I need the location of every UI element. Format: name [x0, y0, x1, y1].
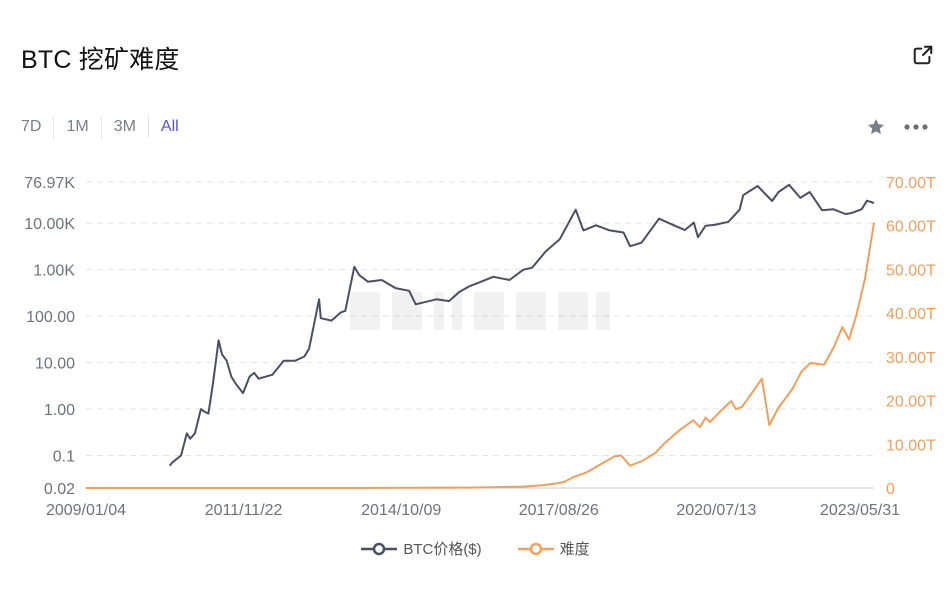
y-right-tick-label: 0: [886, 481, 895, 498]
more-icon[interactable]: [903, 118, 929, 136]
left-axis: 76.97K 10.00K 1.00K 100.00 10.00 1.00 0.1 0.02: [24, 175, 75, 498]
x-tick-label: 2011/11/22: [205, 502, 283, 519]
y-right-tick-label: 70.00T: [886, 175, 936, 192]
y-left-tick-label: 0.02: [44, 481, 75, 498]
y-right-tick-label: 50.00T: [886, 262, 936, 279]
y-left-tick-label: 10.00K: [24, 216, 75, 233]
legend-label-btc-price: BTC价格($): [403, 541, 482, 558]
y-right-tick-label: 20.00T: [886, 394, 936, 411]
y-right-tick-label: 30.00T: [886, 350, 936, 367]
share-icon[interactable]: [912, 44, 934, 66]
page-title: BTC 挖矿难度: [21, 46, 180, 74]
x-tick-label: 2009/01/04: [46, 502, 126, 519]
watermark: [350, 292, 610, 330]
y-left-tick-label: 10.00: [35, 356, 75, 373]
y-right-tick-label: 10.00T: [886, 437, 936, 454]
legend-line-circle-icon: [361, 542, 398, 555]
star-icon[interactable]: [866, 117, 886, 137]
x-tick-label: 2017/08/26: [519, 502, 599, 519]
y-left-tick-label: 1.00K: [33, 263, 75, 280]
series-difficulty-line: [86, 222, 875, 489]
y-left-tick-label: 0.1: [53, 449, 75, 466]
y-left-tick-label: 100.00: [26, 309, 75, 326]
range-tab-1m[interactable]: 1M: [53, 116, 100, 138]
series-btc-price-line: [168, 183, 875, 467]
legend-line-circle-icon: [517, 542, 554, 555]
legend: BTC价格($) 难度: [0, 538, 951, 559]
legend-label-difficulty: 难度: [559, 541, 590, 558]
y-right-tick-label: 40.00T: [886, 306, 936, 323]
y-left-tick-label: 1.00: [44, 402, 75, 419]
time-range-tabs: 7D 1M 3M All: [21, 116, 191, 138]
y-left-tick-label: 76.97K: [24, 175, 75, 192]
chart-area: 76.97K10.00K1.00K100.0010.001.000.10.02 …: [24, 175, 936, 519]
range-tab-all[interactable]: All: [147, 116, 191, 138]
x-tick-label: 2020/07/13: [676, 502, 756, 519]
x-axis: 2009/01/04 2011/11/22 2014/10/09 2017/08/26…: [46, 502, 900, 519]
legend-item-btc-price[interactable]: BTC价格($): [361, 538, 482, 559]
range-tab-7d[interactable]: 7D: [21, 118, 42, 135]
y-right-tick-label: 60.00T: [886, 219, 936, 236]
right-axis: 70.00T 60.00T 50.00T 40.00T 30.00T 20.00T 10.0…: [886, 175, 936, 498]
x-tick-label: 2014/10/09: [361, 502, 441, 519]
x-tick-label: 2023/05/31: [820, 502, 900, 519]
legend-item-difficulty[interactable]: 难度: [517, 538, 590, 559]
range-tab-3m[interactable]: 3M: [100, 116, 148, 138]
